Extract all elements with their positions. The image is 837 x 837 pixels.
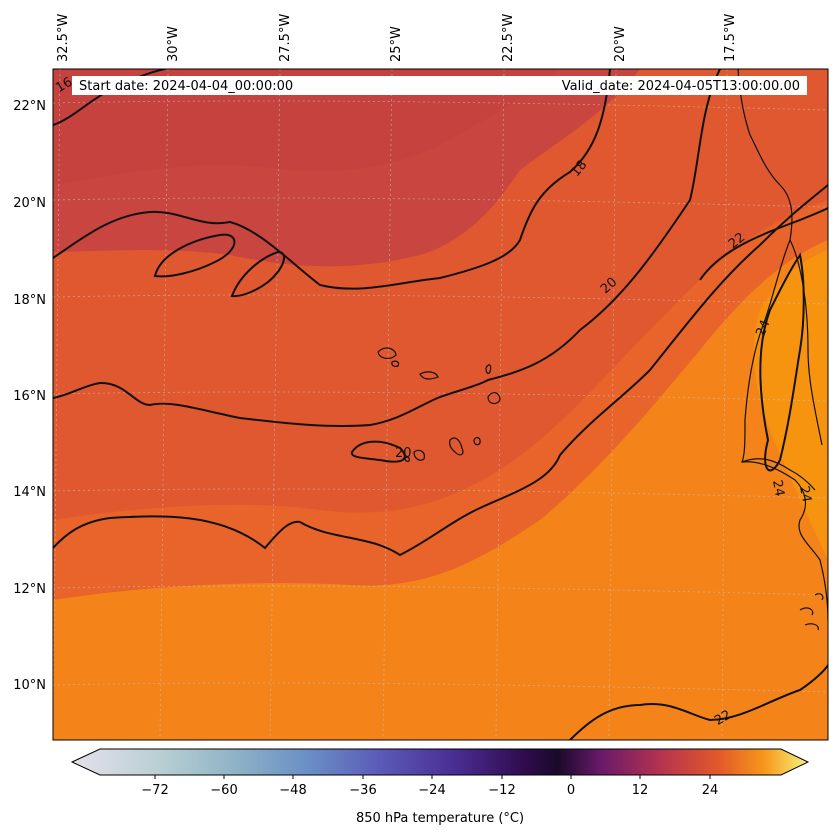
island-maio bbox=[473, 437, 481, 446]
lat-label: 18°N bbox=[13, 293, 46, 308]
guinea-islands bbox=[799, 593, 824, 631]
colorbar-title: 850 hPa temperature (°C) bbox=[356, 811, 524, 826]
gambia-border bbox=[741, 458, 816, 491]
contour-label: 24 bbox=[769, 479, 787, 498]
contour-20-cell bbox=[350, 440, 406, 463]
island-sao-vicente bbox=[391, 360, 400, 367]
colorbar-tick-label: 12 bbox=[632, 783, 649, 798]
contour-18 bbox=[53, 69, 611, 290]
lat-label: 20°N bbox=[13, 196, 46, 211]
colorbar-tick-label: −36 bbox=[349, 783, 376, 798]
land-border bbox=[789, 239, 823, 446]
lat-label: 16°N bbox=[13, 389, 46, 404]
colorbar-tick-label: −12 bbox=[488, 783, 515, 798]
colorbar-bar bbox=[70, 748, 810, 776]
island-santiago bbox=[449, 437, 464, 456]
contour-18-cell-b bbox=[230, 250, 286, 298]
longitude-labels: 32.5°W 30°W 27.5°W 25°W 22.5°W 20°W 17.5… bbox=[56, 14, 738, 62]
colorbar-tick-label: −48 bbox=[279, 783, 306, 798]
island-santo-antao bbox=[377, 347, 397, 359]
island-brava bbox=[404, 456, 410, 462]
contour-label: 24 bbox=[796, 485, 814, 504]
colorbar-tick-labels: −72 −60 −48 −36 −24 −12 0 12 24 bbox=[141, 783, 718, 798]
lon-label: 27.5°W bbox=[278, 14, 293, 62]
island-fogo bbox=[413, 449, 425, 461]
contour-label: 16 bbox=[53, 75, 75, 96]
lat-label: 10°N bbox=[13, 678, 46, 693]
map-frame bbox=[52, 68, 829, 741]
lon-label: 25°W bbox=[389, 26, 404, 62]
contour-label: 22 bbox=[712, 708, 734, 729]
latitude-labels: 22°N 20°N 18°N 16°N 14°N 12°N 10°N bbox=[13, 99, 46, 693]
contour-24 bbox=[759, 252, 805, 472]
warm-region bbox=[53, 240, 828, 740]
coastline bbox=[377, 69, 828, 631]
info-banner bbox=[72, 76, 807, 95]
colorbar-tick-label: −60 bbox=[210, 783, 237, 798]
contour-20-north bbox=[53, 69, 721, 428]
graticule bbox=[53, 69, 828, 740]
lon-label: 20°W bbox=[613, 26, 628, 62]
colorbar-tick-label: −24 bbox=[418, 783, 445, 798]
start-date-label: Start date: 2024-04-04_00:00:00 bbox=[79, 79, 293, 94]
colorbar-tick-label: 0 bbox=[567, 783, 575, 798]
contour-label: 20 bbox=[395, 446, 412, 461]
contour-22-south bbox=[569, 664, 828, 740]
colorbar-ticks bbox=[154, 775, 711, 779]
map-panel: 16 18 20 20 22 22 24 24 24 Start date: 2… bbox=[53, 69, 828, 740]
island-sao-nicolau bbox=[419, 371, 439, 380]
island-sal bbox=[485, 364, 492, 374]
lon-label: 32.5°W bbox=[56, 14, 71, 62]
lat-label: 14°N bbox=[13, 485, 46, 500]
valid-date-label: Valid_date: 2024-04-05T13:00:00.00 bbox=[562, 79, 800, 94]
colorbar-tick-label: −72 bbox=[141, 783, 168, 798]
colorbar-tick-label: 24 bbox=[702, 783, 719, 798]
lat-label: 22°N bbox=[13, 99, 46, 114]
africa-coast bbox=[737, 69, 828, 621]
island-boavista bbox=[487, 392, 501, 405]
contour-18-cell-a bbox=[153, 233, 236, 278]
lat-label: 12°N bbox=[13, 582, 46, 597]
lon-label: 22.5°W bbox=[501, 14, 516, 62]
contour-22-north bbox=[699, 207, 828, 281]
colorbar: −72 −60 −48 −36 −24 −12 0 12 24 850 hPa … bbox=[70, 748, 810, 826]
contour-label: 24 bbox=[753, 318, 773, 339]
cold-core bbox=[53, 69, 560, 185]
lon-label: 17.5°W bbox=[723, 14, 738, 62]
contour-20-south bbox=[53, 184, 828, 557]
lon-label: 30°W bbox=[166, 26, 181, 62]
